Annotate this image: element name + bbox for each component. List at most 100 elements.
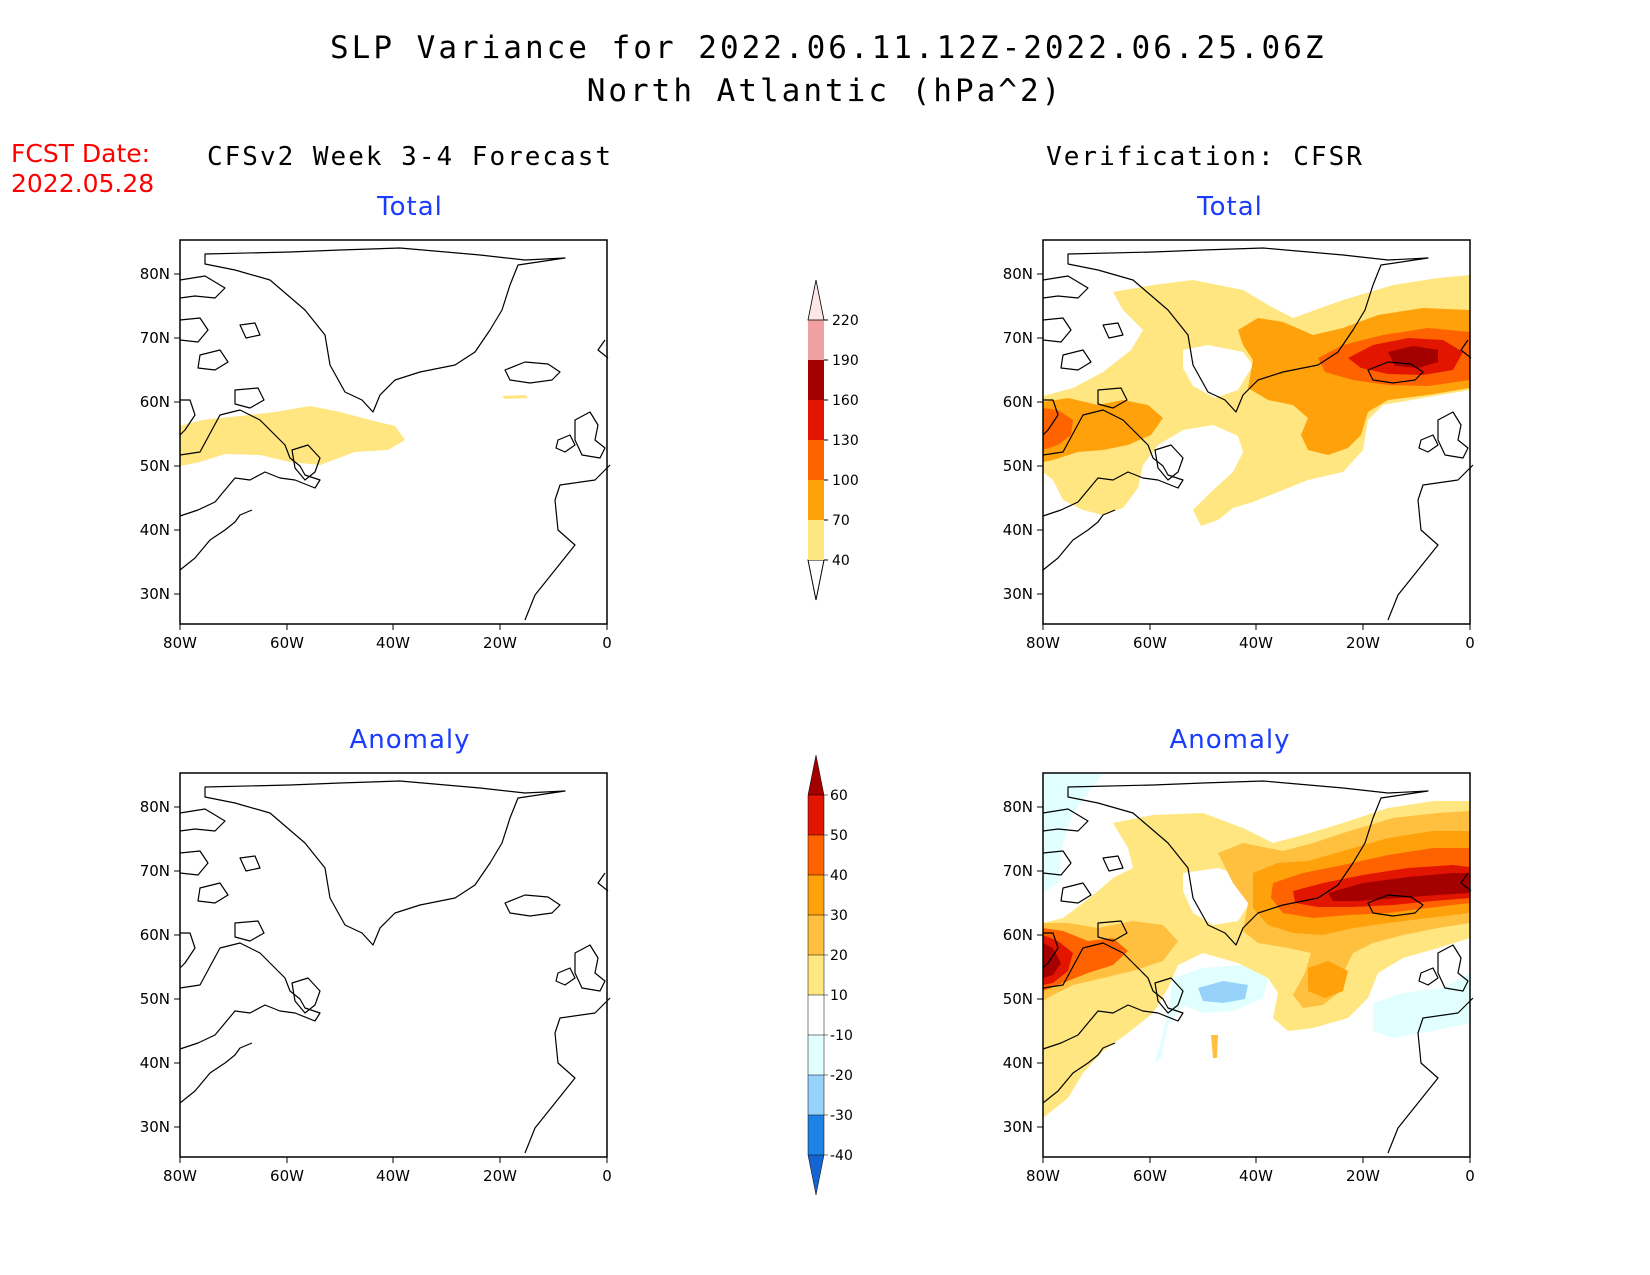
lat-label: 60N (140, 926, 170, 944)
lon-label: 80W (163, 634, 197, 652)
lon-label: 20W (483, 1167, 517, 1185)
colorbar-total-label: 40 (832, 553, 850, 569)
lon-label: 60W (270, 1167, 304, 1185)
verification-column-title: Verification: CFSR (1046, 142, 1364, 172)
lat-label: 30N (140, 585, 170, 603)
colorbar-end-low (807, 559, 825, 601)
lat-label: 70N (1003, 329, 1033, 347)
lon-label: 20W (1346, 634, 1380, 652)
forecast-total-shading (180, 395, 528, 466)
lat-label: 80N (140, 798, 170, 816)
shade-40-70 (180, 406, 405, 466)
colorbar-anomaly-label: -10 (830, 1028, 853, 1044)
colorbar-box (808, 320, 824, 360)
shade-neg-10-20-3 (1373, 973, 1470, 1038)
colorbar-box (808, 995, 824, 1035)
colorbar-box (808, 1115, 824, 1155)
lon-label: 60W (1133, 1167, 1167, 1185)
lat-label: 40N (140, 1054, 170, 1072)
colorbar-anomaly-label: 50 (830, 828, 848, 844)
lat-label: 40N (1003, 521, 1033, 539)
colorbar-box (808, 915, 824, 955)
lat-axis: 80N 70N 60N 50N 40N 30N (140, 798, 180, 1136)
lon-axis: 80W 60W 40W 20W 0 (1026, 1157, 1475, 1185)
colorbar-anomaly-label: 60 (830, 788, 848, 804)
shade-neg-20-30 (1198, 981, 1248, 1003)
colorbar-total-label: 100 (832, 473, 859, 489)
lon-axis: 80W 60W 40W 20W 0 (163, 624, 612, 652)
colorbar-box (808, 835, 824, 875)
lat-label: 60N (1003, 926, 1033, 944)
verification-total-shading (1043, 275, 1470, 526)
colorbar-anomaly: -40 -30 -20 -10 10 20 30 40 50 60 (807, 755, 853, 1196)
lat-label: 40N (140, 521, 170, 539)
colorbar-box (808, 440, 824, 480)
colorbar-total-label: 220 (832, 313, 859, 329)
lon-label: 0 (1465, 1167, 1475, 1185)
colorbar-anomaly-label: 10 (830, 988, 848, 1004)
colorbar-box (808, 480, 824, 520)
colorbar-box (808, 875, 824, 915)
lat-label: 30N (1003, 1118, 1033, 1136)
colorbar-box (808, 955, 824, 995)
lon-label: 60W (1133, 634, 1167, 652)
forecast-column-title: CFSv2 Week 3-4 Forecast (206, 142, 614, 172)
colorbar-end-high (808, 755, 824, 795)
colorbar-anomaly-label: -40 (830, 1148, 853, 1164)
shade-40-50-west (1043, 928, 1128, 991)
colorbar-anomaly-label: -30 (830, 1108, 853, 1124)
colorbar-box (808, 360, 824, 400)
colorbar-anomaly-label: 40 (830, 868, 848, 884)
colorbar-box (808, 1075, 824, 1115)
colorbar-total-label: 130 (832, 433, 859, 449)
colorbar-total: 40 70 100 130 160 190 220 (807, 280, 859, 601)
lon-label: 40W (1239, 634, 1273, 652)
lat-label: 60N (1003, 393, 1033, 411)
lat-label: 70N (140, 862, 170, 880)
lon-label: 0 (602, 1167, 612, 1185)
colorbar-total-label: 70 (832, 513, 850, 529)
colorbar-end-high (807, 280, 825, 321)
colorbar-anomaly-label: 30 (830, 908, 848, 924)
colorbar-box (808, 795, 824, 835)
verification-anomaly-map: 80N 70N 60N 50N 40N 30N 80W 60W 40W 20W … (1003, 772, 1475, 1185)
lat-label: 50N (1003, 990, 1033, 1008)
verification-total-map: 80N 70N 60N 50N 40N 30N 80W 60W 40W 20W … (1003, 239, 1475, 652)
lon-label: 80W (1026, 1167, 1060, 1185)
lat-label: 30N (140, 1118, 170, 1136)
lon-axis: 80W 60W 40W 20W 0 (163, 1157, 612, 1185)
forecast-total-map: 80N 70N 60N 50N 40N 30N 80W 60W 40W 20W … (140, 239, 612, 652)
forecast-anomaly-title: Anomaly (349, 725, 471, 755)
lat-label: 50N (140, 457, 170, 475)
lat-label: 70N (1003, 862, 1033, 880)
chart-title-line1: SLP Variance for 2022.06.11.12Z-2022.06.… (330, 30, 1327, 66)
colorbar-end-low (808, 1155, 824, 1195)
lat-label: 80N (140, 265, 170, 283)
lat-axis: 80N 70N 60N 50N 40N 30N (140, 265, 180, 603)
fcst-date-value: 2022.05.28 (11, 169, 155, 198)
lon-label: 60W (270, 634, 304, 652)
lon-label: 20W (483, 634, 517, 652)
chart-title-line2: North Atlantic (hPa^2) (586, 73, 1064, 109)
lon-label: 40W (376, 1167, 410, 1185)
lon-axis: 80W 60W 40W 20W 0 (1026, 624, 1475, 652)
colorbar-box (808, 1035, 824, 1075)
lat-label: 60N (140, 393, 170, 411)
shade-neg-10-20 (1043, 773, 1103, 893)
lon-label: 40W (1239, 1167, 1273, 1185)
lat-label: 50N (140, 990, 170, 1008)
shade-small-orange (1211, 1035, 1218, 1058)
lat-label: 30N (1003, 585, 1033, 603)
forecast-anomaly-map: 80N 70N 60N 50N 40N 30N 80W 60W 40W 20W … (140, 772, 612, 1185)
shade-40-70-hole (1183, 345, 1253, 398)
verification-anomaly-title: Anomaly (1169, 725, 1291, 755)
colorbar-anomaly-label: 20 (830, 948, 848, 964)
verification-anomaly-shading (1043, 773, 1470, 1118)
lat-label: 40N (1003, 1054, 1033, 1072)
shade-70-100-west (1043, 398, 1163, 462)
lat-axis: 80N 70N 60N 50N 40N 30N (1003, 265, 1043, 603)
colorbar-anomaly-label: -20 (830, 1068, 853, 1084)
colorbar-box (808, 400, 824, 440)
lon-label: 0 (1465, 634, 1475, 652)
shade-gt-60-west (1043, 943, 1061, 978)
